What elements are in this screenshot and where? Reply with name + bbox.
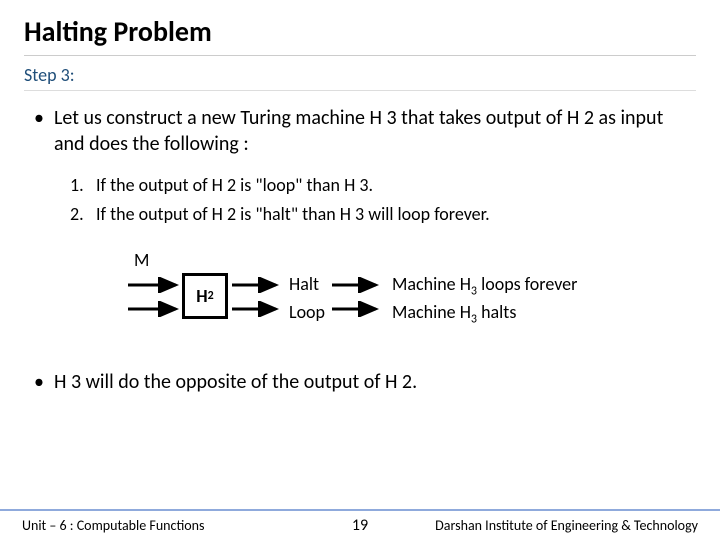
footer-right: Darshan Institute of Engineering & Techn… bbox=[435, 517, 698, 534]
result-2: Machine H3 halts bbox=[392, 301, 516, 327]
arrow-res-1 bbox=[330, 277, 386, 293]
turing-diagram: M H2 Halt Loop Machine H3 loops for bbox=[134, 249, 696, 349]
bullet-dot-2: • bbox=[34, 369, 44, 395]
out-loop-label: Loop bbox=[289, 301, 325, 323]
result-1-a: Machine H bbox=[392, 273, 471, 295]
footer-page-number: 19 bbox=[352, 516, 368, 535]
arrow-res-2 bbox=[330, 301, 386, 317]
numbered-list: 1. If the output of H 2 is "loop" than H… bbox=[70, 171, 696, 229]
list-num-1: 1. bbox=[70, 171, 96, 200]
h2-box: H2 bbox=[182, 273, 228, 319]
m-label: M bbox=[134, 249, 149, 271]
arrow-in-bottom bbox=[126, 301, 186, 317]
out-halt-label: Halt bbox=[289, 273, 319, 295]
bullet-1: • Let us construct a new Turing machine … bbox=[34, 105, 696, 157]
h2-box-main: H bbox=[196, 285, 207, 307]
bullet-2-text: H 3 will do the opposite of the output o… bbox=[54, 369, 417, 395]
arrow-out-halt bbox=[230, 277, 286, 293]
arrow-in-top bbox=[126, 277, 186, 293]
footer-left: Unit – 6 : Computable Functions bbox=[22, 517, 204, 534]
list-num-2: 2. bbox=[70, 200, 96, 229]
arrow-out-loop bbox=[230, 301, 286, 317]
bullet-1-text: Let us construct a new Turing machine H … bbox=[54, 105, 696, 157]
list-item-1: 1. If the output of H 2 is "loop" than H… bbox=[70, 171, 696, 200]
result-1-b: loops forever bbox=[477, 273, 577, 295]
list-item-2: 2. If the output of H 2 is "halt" than H… bbox=[70, 200, 696, 229]
bullet-2: • H 3 will do the opposite of the output… bbox=[34, 369, 696, 395]
list-text-2: If the output of H 2 is "halt" than H 3 … bbox=[96, 200, 490, 229]
result-2-b: halts bbox=[477, 301, 516, 323]
list-text-1: If the output of H 2 is "loop" than H 3. bbox=[96, 171, 373, 200]
bullet-dot: • bbox=[34, 105, 44, 157]
step-label: Step 3: bbox=[24, 64, 696, 91]
result-2-a: Machine H bbox=[392, 301, 471, 323]
h2-box-sub: 2 bbox=[208, 289, 214, 303]
result-1: Machine H3 loops forever bbox=[392, 273, 577, 299]
slide-footer: Unit – 6 : Computable Functions 19 Darsh… bbox=[0, 509, 720, 540]
slide-title: Halting Problem bbox=[24, 14, 696, 56]
